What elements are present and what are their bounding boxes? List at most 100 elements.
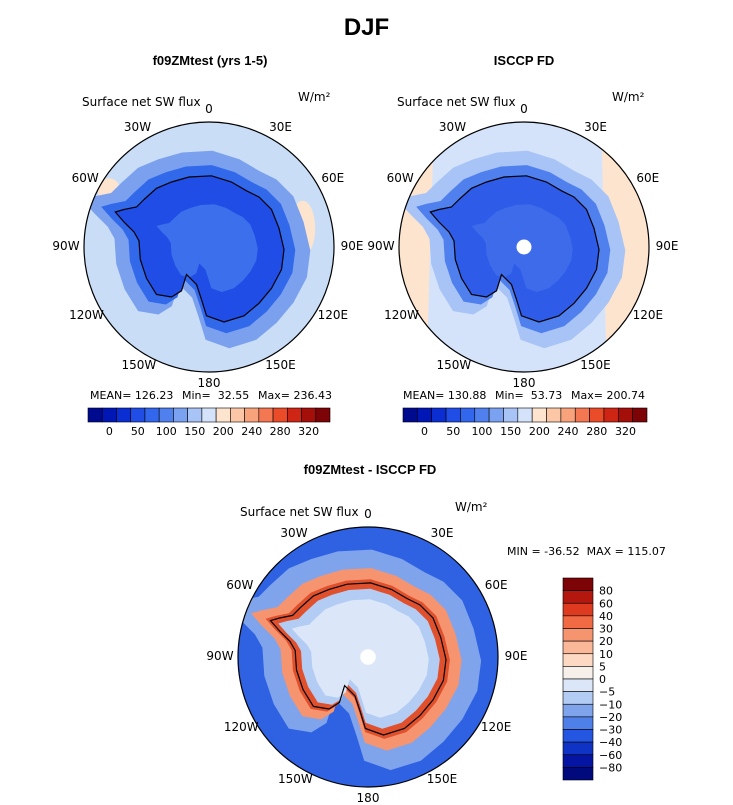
colorbar-swatch <box>562 590 594 604</box>
lon-label-n150w: 150W <box>121 357 157 372</box>
colorbar-swatch <box>272 407 288 423</box>
colorbar-swatch <box>258 407 274 423</box>
coastline <box>269 582 447 736</box>
map-diff <box>237 526 499 788</box>
colorbar-swatch <box>503 407 519 423</box>
colorbar-swatch <box>546 407 562 423</box>
colorbar-swatch <box>562 628 594 642</box>
colorbar-swatch <box>562 741 594 756</box>
colorbar-swatch <box>562 653 594 667</box>
colorbar-swatch <box>116 407 132 423</box>
colorbar-label: −60 <box>599 749 622 762</box>
colorbar-label: 30 <box>599 623 613 636</box>
pole-hole <box>516 239 532 255</box>
lon-label-n150e: 150E <box>426 771 458 786</box>
colorbar-swatch <box>244 407 260 423</box>
lon-label-n120e: 120E <box>480 720 512 734</box>
lon-label-n180: 180 <box>356 791 380 805</box>
colorbar-swatch <box>562 615 594 629</box>
map-border <box>398 121 650 373</box>
colorbar-swatch <box>417 407 433 423</box>
lon-label-n150e: 150E <box>265 357 296 372</box>
lon-label-n150e: 150E <box>580 357 611 372</box>
pole-hole <box>360 649 376 665</box>
colorbar-swatch <box>562 703 594 718</box>
colorbar-label: −20 <box>599 711 622 724</box>
colorbar-label: 0 <box>421 425 428 438</box>
interior-fill <box>156 204 258 292</box>
colorbar-obs: 0 50 100 150 200 240 280 320 <box>402 407 648 438</box>
colorbar-swatch <box>562 767 594 781</box>
coastline <box>114 175 285 323</box>
colorbar-swatch <box>402 407 418 423</box>
colorbar-swatch <box>101 407 117 423</box>
panel-title-model: f09ZMtest (yrs 1-5) <box>152 53 268 68</box>
colorbar-label: −30 <box>599 724 622 737</box>
colorbar-swatch <box>201 407 217 423</box>
colorbar-label: 320 <box>615 425 636 438</box>
colorbar-swatch <box>562 716 594 730</box>
colorbar-label: 10 <box>599 648 613 661</box>
lon-label-n0: 0 <box>364 507 372 521</box>
coastline <box>429 175 600 323</box>
colorbar-swatch <box>315 407 331 423</box>
colorbar-swatch <box>562 602 594 617</box>
lon-label-n90w: 90W <box>206 649 234 663</box>
lon-label-n30w: 30W <box>438 120 467 135</box>
colorbar-swatch <box>230 407 245 423</box>
colorbar-label: 200 <box>529 425 550 438</box>
lon-label-n60w: 60W <box>226 578 254 592</box>
stats-min-obs: Min= 53.73 <box>495 389 563 402</box>
colorbar-swatch <box>531 407 547 423</box>
lon-label-n0: 0 <box>520 102 528 116</box>
colorbar-label: 240 <box>558 425 579 438</box>
lon-label-n90w: 90W <box>367 239 395 253</box>
colorbar-label: 100 <box>156 425 177 438</box>
colorbar-label: 40 <box>599 610 613 623</box>
stats-max-model: Max= 236.43 <box>258 389 332 402</box>
colorbar-swatch <box>130 407 146 423</box>
colorbar-label: 20 <box>599 635 613 648</box>
colorbar-swatch <box>603 407 619 423</box>
colorbar-label: 240 <box>241 425 262 438</box>
colorbar-label: 100 <box>471 425 492 438</box>
colorbar-label: 280 <box>586 425 607 438</box>
colorbar-label: 80 <box>599 585 613 598</box>
colorbar-swatch <box>617 407 633 423</box>
colorbar-swatch <box>574 407 590 423</box>
colorbar-label: 60 <box>599 597 613 610</box>
colorbar-label: −5 <box>599 686 615 699</box>
colorbar-swatch <box>158 407 174 423</box>
colorbar-label: −80 <box>599 761 622 774</box>
colorbar-model: 0 50 100 150 200 240 280 320 <box>87 407 331 438</box>
colorbar-label: −40 <box>599 736 622 749</box>
warm-region-west <box>399 122 434 372</box>
colorbar-swatch <box>301 407 317 423</box>
colorbar-label: 320 <box>298 425 319 438</box>
colorbar-label: −10 <box>599 698 622 711</box>
colorbar-label: 150 <box>500 425 521 438</box>
colorbar-label: 50 <box>131 425 145 438</box>
lon-label-n60w: 60W <box>386 170 414 185</box>
lon-label-n90e: 90E <box>504 649 528 663</box>
lon-label-n60w: 60W <box>71 170 99 185</box>
lon-label-n120w: 120W <box>69 307 104 322</box>
lon-label-n30e: 30E <box>584 120 607 135</box>
colorbar-swatch <box>517 407 533 423</box>
map-border <box>237 526 499 788</box>
colorbar-swatch <box>286 407 302 423</box>
stats-mean-obs: MEAN= 130.88 <box>403 389 487 402</box>
colorbar-swatch <box>560 407 576 423</box>
colorbar-label: 200 <box>213 425 234 438</box>
field-label-obs: Surface net SW flux <box>397 95 516 109</box>
units-label-diff: W/m² <box>455 500 488 514</box>
lon-label-n30e: 30E <box>269 120 292 135</box>
colorbar-label: 280 <box>270 425 291 438</box>
lon-label-n90e: 90E <box>655 239 679 253</box>
lon-label-n120e: 120E <box>632 307 664 322</box>
colorbar-swatch <box>215 407 231 423</box>
colorbar-label: 150 <box>184 425 205 438</box>
stats-min-model: Min= 32.55 <box>182 389 250 402</box>
